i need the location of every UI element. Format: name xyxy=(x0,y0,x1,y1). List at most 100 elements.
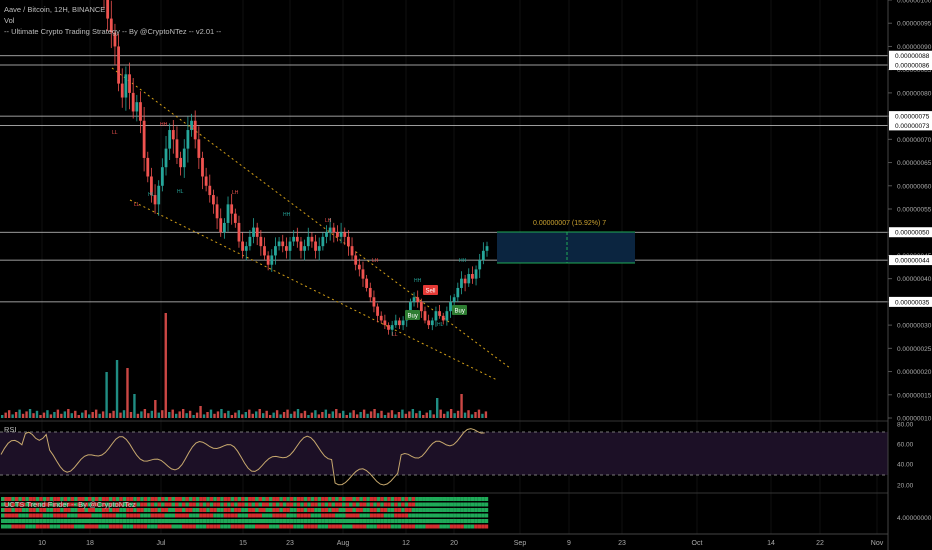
trend-cell xyxy=(352,508,356,512)
trend-cell xyxy=(161,519,165,523)
trend-cell xyxy=(390,497,395,501)
trend-cell xyxy=(335,519,339,523)
trend-cell xyxy=(178,508,182,512)
trend-cell xyxy=(84,502,88,507)
trend-cell xyxy=(349,513,353,518)
candle-body xyxy=(186,130,190,149)
trend-cell xyxy=(397,508,402,512)
trend-cell xyxy=(251,524,256,529)
candle-body xyxy=(230,204,234,214)
volume-bar xyxy=(28,409,32,418)
trend-cell xyxy=(355,502,360,507)
buy-signal-2[interactable]: Buy xyxy=(452,305,467,315)
trend-cell xyxy=(199,502,203,507)
trend-cell xyxy=(119,519,123,523)
trend-cell xyxy=(286,524,290,529)
trend-cell xyxy=(234,513,238,518)
trend-cell xyxy=(342,513,346,518)
candle-body xyxy=(372,297,376,307)
trend-cell xyxy=(296,502,301,507)
price-range-measure[interactable]: 0.00000007 (15.92%) 7 xyxy=(497,220,635,264)
trend-cell xyxy=(272,497,276,501)
volume-bar xyxy=(366,413,369,418)
trend-cell xyxy=(439,524,443,529)
trend-cell xyxy=(46,502,50,507)
trend-cell xyxy=(164,519,169,523)
volume-bar xyxy=(14,412,18,418)
trend-cell xyxy=(188,502,193,507)
trend-cell xyxy=(248,524,252,529)
trend-cell xyxy=(481,497,485,501)
trend-cell xyxy=(286,519,290,523)
trend-cell xyxy=(14,502,19,507)
trend-cell xyxy=(321,519,325,523)
trend-cell xyxy=(11,519,15,523)
volume-bar xyxy=(230,415,234,418)
trend-pane[interactable]: UCTS Trend Finder -- By @CryptoNTez xyxy=(1,497,489,529)
trend-cell xyxy=(181,497,186,501)
trend-cell xyxy=(4,524,8,529)
trend-cell xyxy=(178,497,182,501)
trend-cell xyxy=(449,513,454,518)
trend-cell xyxy=(108,519,113,523)
trend-cell xyxy=(18,513,22,518)
volume-bar xyxy=(81,412,84,418)
trend-cell xyxy=(453,519,457,523)
candle-body xyxy=(270,255,274,265)
candle-body xyxy=(222,222,226,233)
sell-signal[interactable]: Sell xyxy=(423,285,438,295)
trend-cell xyxy=(227,502,231,507)
candle-body xyxy=(117,46,120,84)
price-axis[interactable]: 0.00000100 0.00000095 0.00000090 0.00000085… xyxy=(887,0,932,550)
trend-cell xyxy=(105,502,109,507)
trend-cell xyxy=(477,513,482,518)
volume-bar xyxy=(408,411,411,418)
trend-cell xyxy=(383,524,388,529)
trend-cell xyxy=(262,524,266,529)
trend-cell xyxy=(237,502,242,507)
trend-cell xyxy=(94,524,99,529)
trend-cell xyxy=(32,497,36,501)
trend-cell xyxy=(349,502,353,507)
trend-cell xyxy=(373,508,377,512)
trend-cell xyxy=(349,497,353,501)
trend-cell xyxy=(237,513,242,518)
trend-cell xyxy=(373,524,377,529)
volume-bar xyxy=(317,414,321,418)
trend-cell xyxy=(408,508,412,512)
trend-cell xyxy=(143,519,148,523)
trend-cell xyxy=(49,524,54,529)
trend-cell xyxy=(439,497,443,501)
trend-cell xyxy=(168,524,172,529)
trend-cell xyxy=(456,519,461,523)
ucts-marker: HH xyxy=(160,122,168,128)
candle-body xyxy=(306,236,310,247)
trend-cell xyxy=(21,519,26,523)
trend-cell xyxy=(164,502,169,507)
trend-cell xyxy=(446,497,450,501)
trend-cell xyxy=(28,502,33,507)
price-tick-label: 0.00000080 xyxy=(897,90,932,97)
rsi-pane[interactable]: RSI xyxy=(0,425,888,486)
trend-cell xyxy=(81,508,85,512)
level-axis-box xyxy=(889,111,932,122)
trend-cell xyxy=(335,524,339,529)
volume-bar xyxy=(345,415,348,418)
trend-cell xyxy=(14,508,19,512)
trend-cell xyxy=(133,508,137,512)
trend-cell xyxy=(25,497,29,501)
trend-cell xyxy=(67,519,71,523)
trend-cell xyxy=(192,497,196,501)
trend-cell xyxy=(192,519,196,523)
trend-cell xyxy=(404,524,409,529)
trend-cell xyxy=(429,497,433,501)
candle-body xyxy=(401,320,405,326)
trend-cell xyxy=(248,497,252,501)
trend-cell xyxy=(387,508,391,512)
time-axis[interactable]: 10 18 Jul 15 23 Aug 12 20 Sep 9 23 Oct 14 22 Nov xyxy=(0,533,888,547)
buy-signal-1[interactable]: Buy xyxy=(405,310,420,320)
trend-cell xyxy=(223,513,228,518)
trend-cell xyxy=(18,519,22,523)
trend-cell xyxy=(352,513,356,518)
